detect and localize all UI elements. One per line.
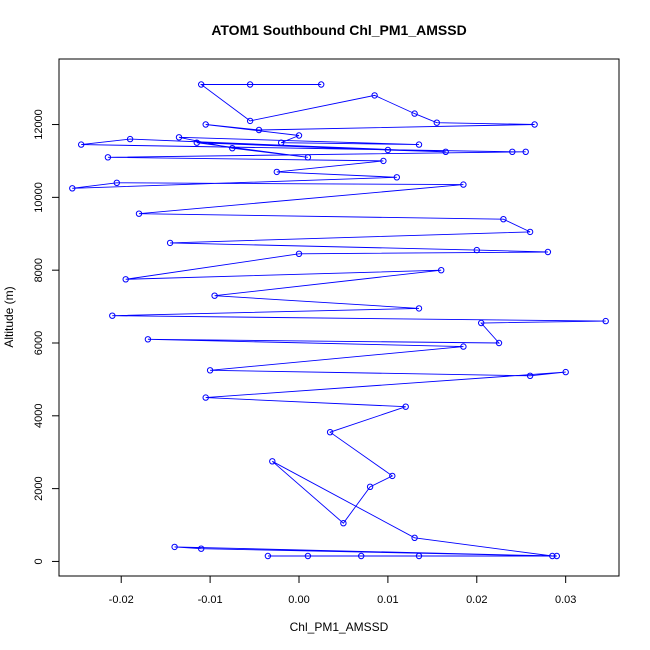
data-point: [402, 403, 409, 410]
y-tick-label: 0: [33, 558, 45, 564]
data-point: [135, 210, 143, 217]
data-point: [340, 520, 347, 527]
y-tick-label: 4000: [33, 404, 45, 428]
data-point: [478, 319, 485, 327]
data-point: [198, 545, 205, 552]
data-point: [411, 110, 418, 117]
y-axis-label: Altitude (m): [2, 286, 16, 347]
y-axis: 0 2000 4000 6000 8000 10000 12000: [33, 109, 60, 564]
data-point: [509, 148, 516, 156]
data-point: [273, 168, 280, 176]
data-point: [473, 246, 480, 254]
data-point: [602, 317, 609, 325]
data-point: [109, 312, 116, 319]
chart-title: ATOM1 Southbound Chl_PM1_AMSSD: [211, 22, 466, 38]
y-tick-label: 6000: [33, 331, 45, 355]
data-point: [198, 81, 205, 88]
data-point: [171, 543, 178, 551]
data-point: [229, 145, 236, 152]
data-point: [304, 154, 312, 161]
data-point: [415, 141, 423, 148]
data-point: [384, 146, 392, 154]
data-point: [113, 179, 121, 187]
data-point: [295, 132, 303, 139]
data-point: [166, 239, 174, 247]
x-tick-label: -0.01: [198, 594, 223, 606]
data-point: [202, 394, 209, 401]
data-point: [389, 472, 396, 480]
x-tick-label: 0.02: [466, 594, 487, 606]
data-point: [371, 92, 378, 99]
x-axis-label: Chl_PM1_AMSSD: [290, 620, 389, 634]
data-point: [526, 228, 534, 236]
data-point: [562, 368, 569, 376]
plot-frame: [58, 58, 620, 577]
series-layer: [69, 81, 609, 560]
data-point: [175, 134, 183, 141]
data-point: [104, 154, 112, 161]
data-point: [326, 429, 334, 436]
data-point: [549, 552, 556, 560]
data-point: [415, 305, 423, 312]
data-point: [278, 139, 285, 146]
data-point: [442, 148, 449, 156]
data-point: [438, 267, 445, 274]
data-point: [358, 552, 365, 560]
x-tick-label: -0.02: [109, 594, 134, 606]
data-point: [433, 119, 440, 126]
data-point: [264, 552, 272, 560]
data-point: [304, 552, 312, 560]
data-point: [366, 483, 374, 490]
data-point: [531, 121, 538, 128]
data-point: [522, 148, 529, 156]
data-point: [211, 292, 218, 299]
data-point: [460, 343, 467, 350]
x-tick-label: 0.03: [555, 594, 576, 606]
data-point: [126, 135, 134, 143]
data-point: [206, 367, 214, 374]
data-point: [460, 181, 467, 188]
data-point: [380, 157, 387, 165]
data-point: [500, 216, 507, 223]
x-tick-label: 0.00: [288, 594, 309, 606]
data-point: [544, 248, 552, 256]
series-line: [72, 84, 606, 557]
x-axis: -0.02 -0.01 0.00 0.01 0.02 0.03: [109, 575, 576, 606]
data-point: [269, 458, 276, 465]
data-point: [246, 81, 254, 88]
data-point: [553, 552, 560, 560]
x-tick-label: 0.01: [377, 594, 398, 606]
data-point: [415, 552, 423, 560]
y-tick-label: 12000: [33, 109, 45, 140]
data-point: [122, 276, 129, 283]
y-tick-label: 2000: [33, 476, 45, 500]
data-point: [411, 534, 418, 541]
data-point: [393, 174, 400, 181]
data-point: [526, 372, 534, 379]
data-point: [193, 139, 201, 146]
data-point: [202, 121, 209, 128]
data-point: [495, 339, 503, 347]
data-point: [246, 117, 254, 125]
data-point: [255, 126, 263, 134]
data-point: [295, 250, 303, 258]
data-point: [69, 185, 76, 192]
data-point: [78, 141, 85, 148]
y-tick-label: 10000: [33, 182, 45, 213]
data-point: [318, 81, 325, 88]
data-point: [144, 336, 152, 343]
y-tick-label: 8000: [33, 258, 45, 282]
